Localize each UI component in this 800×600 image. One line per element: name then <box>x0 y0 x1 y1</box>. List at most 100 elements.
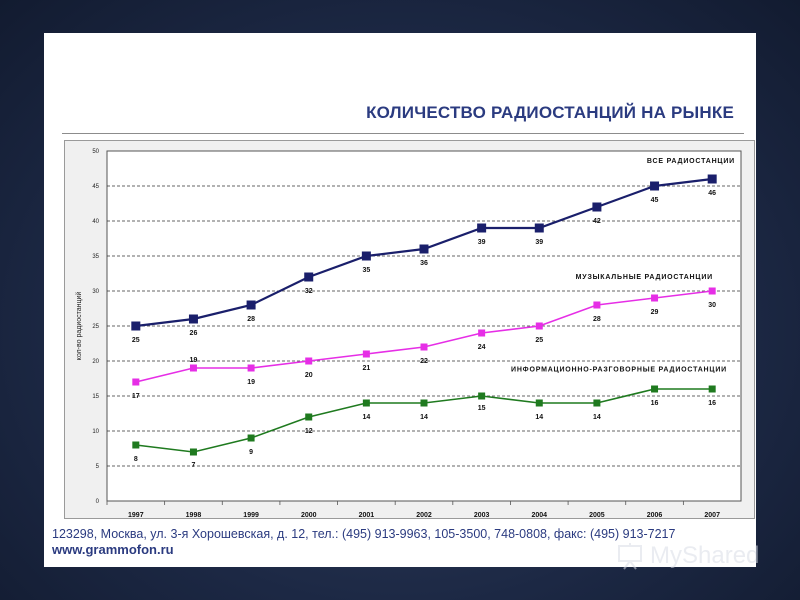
data-point <box>708 385 716 393</box>
data-label: 32 <box>305 288 313 295</box>
data-label: 29 <box>651 309 659 316</box>
data-point <box>535 399 543 407</box>
y-tick-label: 10 <box>92 429 99 435</box>
data-label: 14 <box>362 414 370 421</box>
data-label: 8 <box>134 456 138 463</box>
title-divider <box>62 133 744 134</box>
x-tick-label: 1997 <box>128 512 144 518</box>
data-label: 19 <box>190 357 198 364</box>
x-tick-label: 2006 <box>647 512 663 518</box>
gridlines <box>107 185 741 467</box>
data-point <box>477 223 487 233</box>
data-point <box>535 322 543 330</box>
data-label: 22 <box>420 358 428 365</box>
data-point <box>305 413 313 421</box>
slideshow-logo-icon <box>618 543 642 570</box>
data-point <box>420 399 428 407</box>
data-point <box>478 329 486 337</box>
data-label: 14 <box>535 414 543 421</box>
x-tick-label: 2000 <box>301 512 317 518</box>
x-tick-label: 2001 <box>359 512 375 518</box>
x-tick-label: 2003 <box>474 512 490 518</box>
series-label: ВСЕ РАДИОСТАНЦИИ <box>647 158 735 165</box>
data-label: 25 <box>132 337 140 344</box>
y-tick-label: 40 <box>92 219 99 225</box>
data-point <box>132 378 140 386</box>
data-point <box>534 223 544 233</box>
series-label: МУЗЫКАЛЬНЫЕ РАДИОСТАНЦИИ <box>576 274 713 281</box>
data-point <box>651 385 659 393</box>
data-point <box>593 301 601 309</box>
slide: КОЛИЧЕСТВО РАДИОСТАНЦИЙ НА РЫНКЕ 0 5 10 15 2… <box>44 33 756 567</box>
x-tick-label: 2007 <box>704 512 720 518</box>
data-label: 16 <box>651 400 659 407</box>
watermark-text: MyShared <box>650 542 760 569</box>
data-point <box>362 350 370 358</box>
data-label: 30 <box>708 302 716 309</box>
data-label: 21 <box>362 365 370 372</box>
data-point <box>650 181 660 191</box>
y-tick-label: 45 <box>92 184 99 190</box>
series-label: ИНФОРМАЦИОННО-РАЗГОВОРНЫЕ РАДИОСТАНЦИИ <box>511 367 727 374</box>
x-tick-label: 1999 <box>243 512 259 518</box>
data-point <box>131 321 141 331</box>
data-point <box>420 343 428 351</box>
data-label: 14 <box>420 414 428 421</box>
data-label: 45 <box>651 197 659 204</box>
data-point <box>189 448 197 456</box>
data-label: 9 <box>249 449 253 456</box>
data-label: 28 <box>593 316 601 323</box>
series-2: 8 7 9 12 14 14 15 14 14 16 16 <box>132 385 716 469</box>
data-point <box>478 392 486 400</box>
data-point <box>189 364 197 372</box>
data-point <box>188 314 198 324</box>
data-point <box>132 441 140 449</box>
y-tick-label: 50 <box>92 149 99 155</box>
y-tick-label: 5 <box>96 464 100 470</box>
page-title: КОЛИЧЕСТВО РАДИОСТАНЦИЙ НА РЫНКЕ <box>366 103 734 122</box>
data-point <box>305 357 313 365</box>
x-tick-label: 2004 <box>531 512 547 518</box>
data-point <box>247 434 255 442</box>
data-point <box>246 300 256 310</box>
data-label: 20 <box>305 372 313 379</box>
y-tick-label: 15 <box>92 394 99 400</box>
data-label: 25 <box>535 337 543 344</box>
data-point <box>362 399 370 407</box>
footer-website-link[interactable]: www.grammofon.ru <box>52 542 174 557</box>
data-label: 19 <box>247 379 255 386</box>
data-label: 36 <box>420 260 428 267</box>
data-label: 46 <box>708 190 716 197</box>
y-tick-label: 20 <box>92 359 99 365</box>
data-point <box>707 174 717 184</box>
x-tick-label: 2002 <box>416 512 432 518</box>
data-point <box>708 287 716 295</box>
chart-frame: 0 5 10 15 20 25 30 35 40 45 50 1997 1998 1999 2000 200… <box>64 140 755 519</box>
data-point <box>651 294 659 302</box>
data-label: 12 <box>305 428 313 435</box>
x-tick-label: 1998 <box>186 512 202 518</box>
data-label: 24 <box>478 344 486 351</box>
data-label: 15 <box>478 405 486 412</box>
data-point <box>593 399 601 407</box>
footer-address: 123298, Москва, ул. 3-я Хорошевская, д. … <box>52 527 676 541</box>
series-layer: 25 26 28 32 35 36 39 39 42 45 46 17 19 19 20 21 22 24 25 28… <box>131 174 717 469</box>
data-point <box>247 364 255 372</box>
y-tick-label: 35 <box>92 254 99 260</box>
data-label: 28 <box>247 316 255 323</box>
data-label: 14 <box>593 414 601 421</box>
y-axis-label: кол-во радиостанций <box>75 292 83 361</box>
watermark: MyShared <box>616 538 759 574</box>
y-axis-ticks: 0 5 10 15 20 25 30 35 40 45 50 <box>92 149 99 505</box>
y-tick-label: 0 <box>96 499 100 505</box>
series-labels: ВСЕ РАДИОСТАНЦИИ МУЗЫКАЛЬНЫЕ РАДИОСТАНЦИИ… <box>511 158 735 374</box>
data-label: 39 <box>478 239 486 246</box>
series-1: 17 19 19 20 21 22 24 25 28 29 30 <box>132 287 716 400</box>
data-label: 35 <box>362 267 370 274</box>
data-label: 26 <box>190 330 198 337</box>
x-axis-ticks: 1997 1998 1999 2000 2001 2002 2003 2004 2005 2006… <box>106 501 720 518</box>
data-label: 39 <box>535 239 543 246</box>
y-tick-label: 30 <box>92 289 99 295</box>
data-label: 7 <box>192 462 196 469</box>
